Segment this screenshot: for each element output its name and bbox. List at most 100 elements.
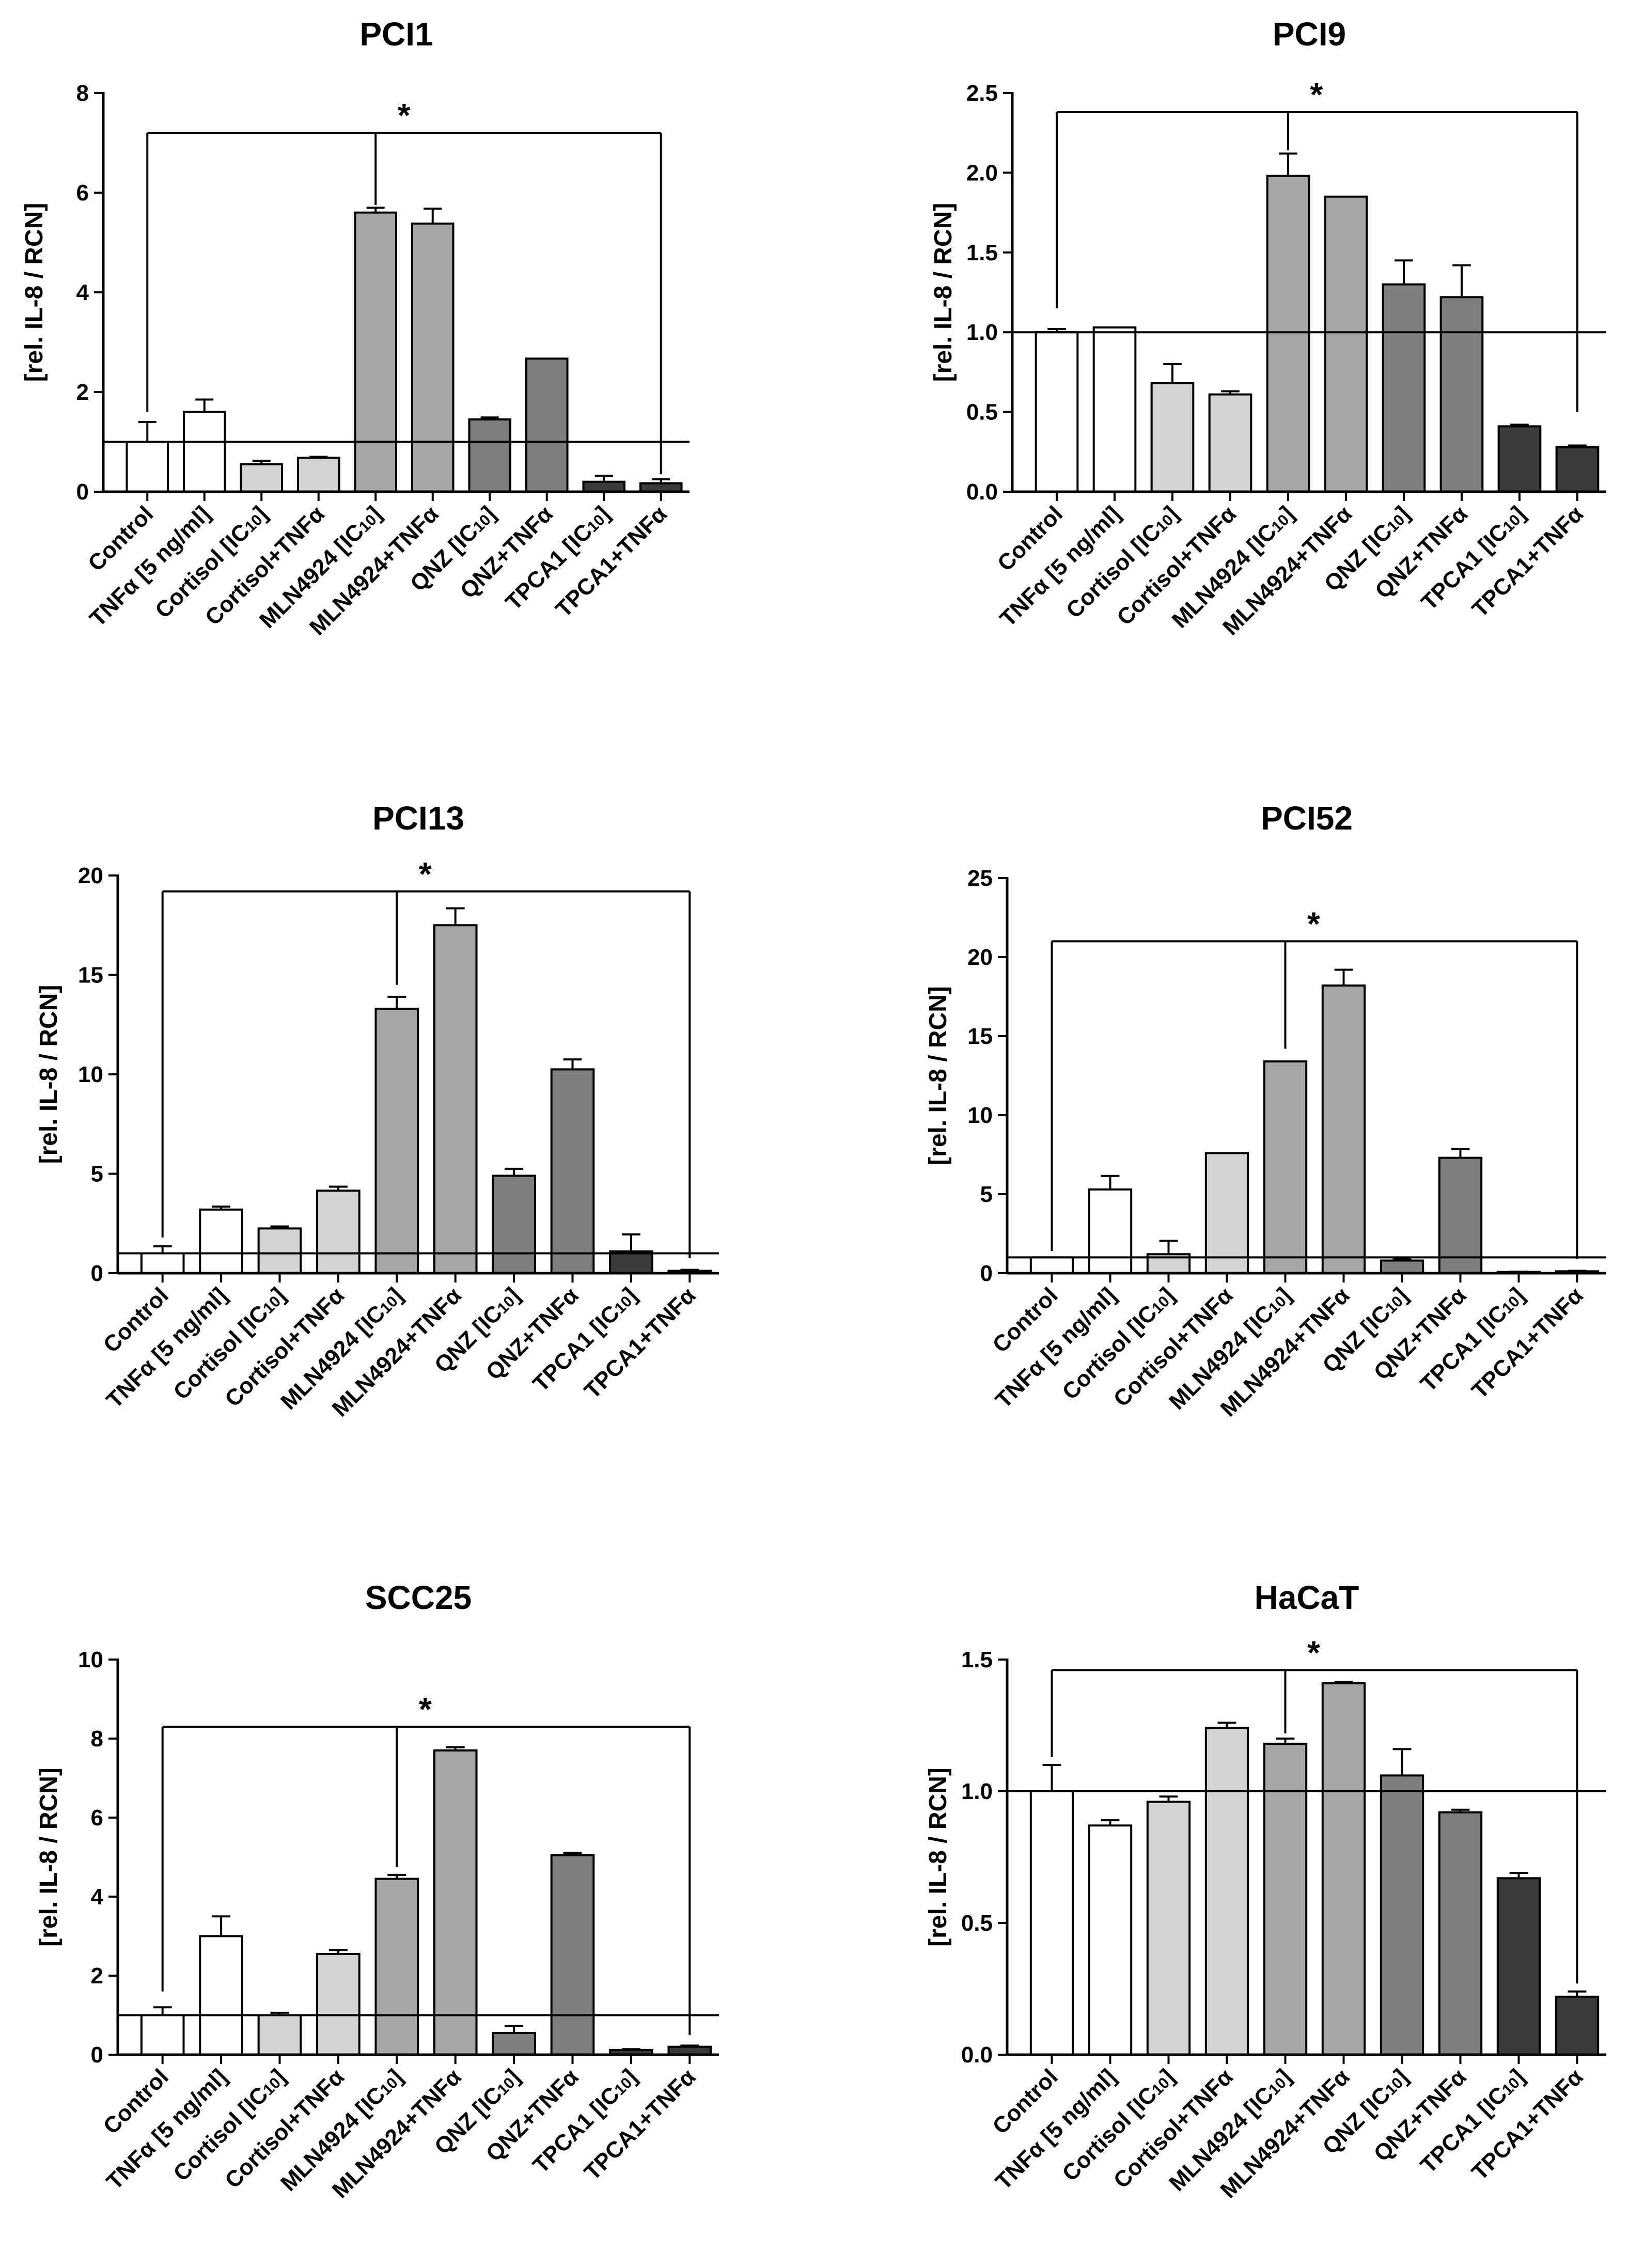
bar-control	[1029, 1256, 1074, 1274]
significance-star: *	[398, 97, 411, 134]
significance-star: *	[1307, 1634, 1320, 1671]
chart-pci13: PCI13[rel. IL-8 / RCN]05101520ControlTNF…	[35, 800, 719, 1421]
bar-qnz	[1380, 1774, 1424, 2056]
bar-mln4924	[374, 1878, 419, 2056]
bar-tpca1	[1496, 1877, 1541, 2056]
y-axis-label: [rel. IL-8 / RCN]	[21, 203, 48, 382]
bar-tpca1tnf	[1555, 446, 1600, 493]
bar-qnz	[1380, 1259, 1424, 1275]
bar-tnfa	[1092, 326, 1137, 493]
significance-star: *	[419, 855, 432, 893]
bar-cortisol	[257, 1227, 302, 1274]
y-tick-label: 1.0	[961, 1779, 993, 1804]
chart-hacat: HaCaT[rel. IL-8 / RCN]0.00.51.01.5Contro…	[925, 1579, 1606, 2203]
bar-mln4924	[1263, 1743, 1308, 2056]
bar-qnz	[468, 418, 512, 493]
y-tick-label: 4	[76, 280, 89, 305]
bar-cortisoltnf	[316, 1190, 361, 1275]
y-tick-label: 10	[78, 1647, 103, 1672]
y-tick-label: 0	[980, 1261, 993, 1286]
y-tick-label: 0.5	[961, 1911, 993, 1936]
x-tick-label: TPCA1 [IC10]	[528, 2064, 642, 2178]
bar-mln4924tnf	[433, 1749, 478, 2056]
bar-cortisol	[257, 2014, 302, 2056]
bar-tnfa	[182, 411, 226, 493]
bar-mln4924tnf	[433, 924, 478, 1274]
bar-qnztnf	[550, 1068, 595, 1274]
bar-qnztnf	[1438, 1156, 1483, 1275]
bar-tpca1	[609, 1250, 653, 1274]
y-axis-label: [rel. IL-8 / RCN]	[35, 1768, 62, 1947]
y-tick-label: 6	[91, 1805, 103, 1831]
y-tick-label: 10	[78, 1062, 103, 1087]
y-axis-label: [rel. IL-8 / RCN]	[930, 203, 957, 382]
y-tick-label: 8	[76, 81, 89, 106]
bar-mln4924	[354, 211, 398, 493]
chart-title: PCI52	[1261, 800, 1353, 837]
y-tick-label: 1.5	[966, 240, 998, 265]
bar-control	[140, 2014, 185, 2056]
bar-cortisoltnf	[1208, 393, 1252, 493]
bar-tpca1	[1497, 425, 1542, 493]
bar-mln4924tnf	[1321, 984, 1366, 1274]
y-tick-label: 2	[91, 1963, 103, 1989]
y-tick-label: 0.0	[966, 479, 998, 505]
bar-mln4924	[1263, 1060, 1308, 1274]
bar-qnztnf	[1439, 296, 1484, 493]
y-tick-label: 0.5	[966, 400, 998, 425]
bar-control	[1029, 1790, 1074, 2056]
bar-cortisoltnf	[1204, 1152, 1249, 1274]
y-axis-label: [rel. IL-8 / RCN]	[35, 985, 62, 1164]
bar-mln4924	[1266, 175, 1310, 493]
bar-cortisoltnf	[316, 1952, 361, 2056]
bar-control	[1035, 331, 1079, 493]
y-tick-label: 6	[76, 180, 89, 206]
y-tick-label: 4	[91, 1884, 104, 1910]
y-axis-label: [rel. IL-8 / RCN]	[925, 986, 952, 1165]
y-tick-label: 5	[91, 1162, 103, 1187]
bar-cortisol	[1146, 1801, 1191, 2056]
chart-title: HaCaT	[1255, 1579, 1359, 1616]
bar-cortisoltnf	[1204, 1727, 1249, 2056]
bar-tnfa	[199, 1208, 243, 1275]
x-tick-label: TPCA1 [IC10]	[528, 1282, 642, 1397]
bar-control	[126, 441, 169, 493]
bar-cortisol	[240, 463, 284, 493]
y-axis-label: [rel. IL-8 / RCN]	[925, 1768, 952, 1947]
y-tick-label: 15	[78, 963, 103, 988]
chart-title: PCI13	[372, 800, 464, 837]
y-tick-label: 0	[91, 2042, 103, 2068]
y-tick-label: 8	[91, 1726, 103, 1751]
bar-qnztnf	[525, 357, 569, 493]
significance-star: *	[1307, 905, 1320, 942]
bar-qnztnf	[1438, 1811, 1483, 2056]
chart-pci9: PCI9[rel. IL-8 / RCN]0.00.51.01.52.02.5C…	[930, 15, 1606, 640]
bar-qnztnf	[550, 1854, 595, 2056]
y-tick-label: 1.0	[966, 320, 998, 345]
chart-scc25: SCC25[rel. IL-8 / RCN]0246810ControlTNFα…	[35, 1579, 719, 2203]
y-tick-label: 0	[76, 479, 89, 505]
bar-mln4924tnf	[1324, 195, 1368, 493]
bar-tpca1tnf	[1555, 1995, 1600, 2056]
y-tick-label: 5	[980, 1182, 993, 1207]
bar-tpca1	[582, 480, 626, 493]
y-tick-label: 2.5	[966, 81, 998, 106]
chart-pci52: PCI52[rel. IL-8 / RCN]0510152025ControlT…	[925, 800, 1606, 1421]
significance-star: *	[1310, 76, 1323, 113]
y-tick-label: 10	[967, 1103, 993, 1128]
chart-title: PCI9	[1273, 15, 1346, 53]
y-tick-label: 1.5	[961, 1647, 993, 1672]
y-tick-label: 0	[91, 1261, 103, 1286]
bar-mln4924tnf	[411, 222, 455, 493]
chart-title: PCI1	[359, 15, 433, 53]
bar-tnfa	[1088, 1824, 1133, 2056]
y-tick-label: 2.0	[966, 160, 998, 185]
bar-qnz	[492, 1175, 536, 1275]
chart-title: SCC25	[365, 1579, 472, 1616]
significance-star: *	[419, 1691, 432, 1728]
y-tick-label: 2	[76, 380, 89, 405]
y-tick-label: 25	[967, 866, 993, 891]
y-tick-label: 20	[78, 863, 103, 888]
